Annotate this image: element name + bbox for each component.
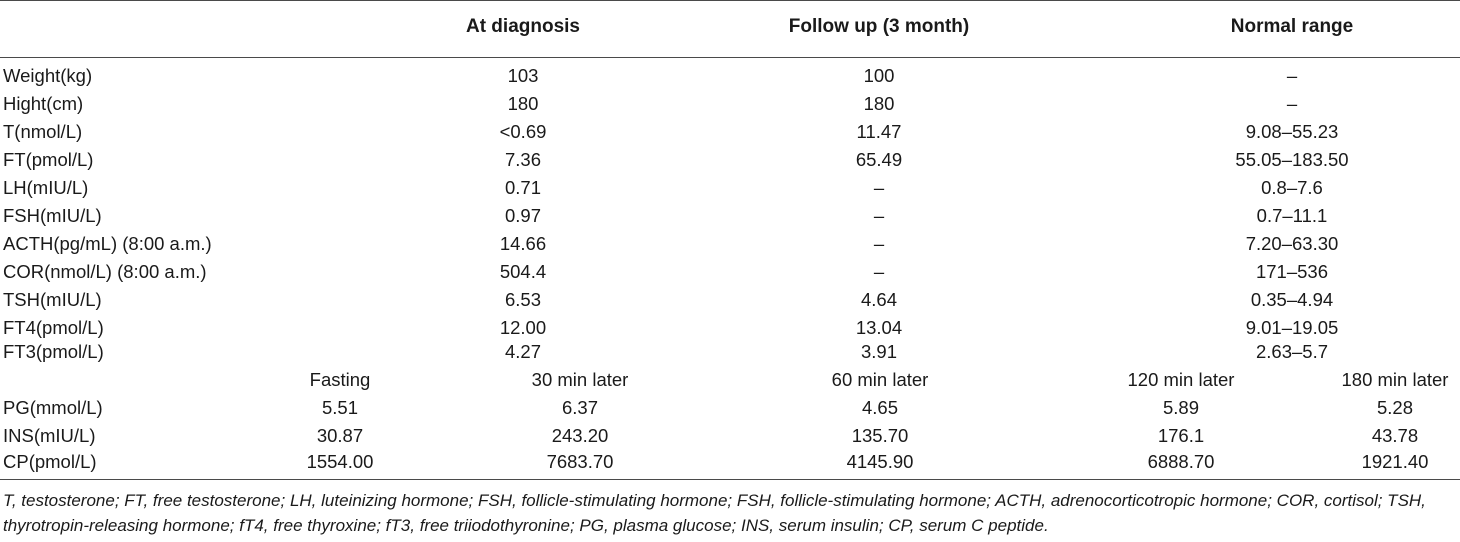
- table-row: COR(nmol/L) (8:00 a.m.) 504.4 – 171–536: [0, 258, 1460, 286]
- table-row: INS(mIU/L) 30.87 243.20 135.70 176.1 43.…: [0, 422, 1460, 450]
- table-row: FT4(pmol/L) 12.00 13.04 9.01–19.05: [0, 314, 1460, 342]
- ogtt-value: 176.1: [1157, 425, 1205, 446]
- follow-up-value: 11.47: [856, 121, 902, 142]
- row-label: LH(mIU/L): [3, 177, 89, 198]
- follow-up-value: 13.04: [855, 317, 903, 338]
- header-at-diagnosis: At diagnosis: [465, 16, 580, 37]
- row-label: T(nmol/L): [3, 121, 83, 142]
- at-diagnosis-value: 7.36: [504, 149, 541, 170]
- ogtt-value: 5.51: [321, 397, 358, 418]
- ogtt-header-120min: 120 min later: [1127, 369, 1235, 390]
- ogtt-value: 30.87: [316, 425, 364, 446]
- at-diagnosis-value: 6.53: [504, 289, 541, 310]
- normal-range-value: 7.20–63.30: [1245, 233, 1339, 254]
- ogtt-value: 7683.70: [546, 451, 614, 472]
- at-diagnosis-value: 504.4: [499, 261, 547, 282]
- follow-up-value: 65.49: [855, 149, 903, 170]
- table-footnote: T, testosterone; FT, free testosterone; …: [3, 491, 1426, 535]
- table-row: FSH(mIU/L) 0.97 – 0.7–11.1: [0, 202, 1460, 230]
- ogtt-value: 4.65: [861, 397, 898, 418]
- ogtt-header-row: Fasting 30 min later 60 min later 120 mi…: [0, 366, 1460, 394]
- ogtt-value: 1554.00: [306, 451, 374, 472]
- at-diagnosis-value: <0.69: [499, 121, 547, 142]
- table-row: T(nmol/L) <0.69 11.47 9.08–55.23: [0, 118, 1460, 146]
- follow-up-value: –: [873, 177, 885, 198]
- ogtt-header-180min: 180 min later: [1341, 369, 1449, 390]
- normal-range-value: 9.08–55.23: [1245, 121, 1339, 142]
- ogtt-header-fasting: Fasting: [309, 369, 371, 390]
- top-rule: [0, 0, 1460, 1]
- row-label: FT(pmol/L): [3, 149, 94, 170]
- normal-range-value: 0.8–7.6: [1261, 177, 1323, 198]
- ogtt-value: 43.78: [1371, 425, 1419, 446]
- follow-up-value: 100: [863, 65, 895, 86]
- normal-range-value: 2.63–5.7: [1255, 341, 1328, 362]
- at-diagnosis-value: 12.00: [499, 317, 547, 338]
- ogtt-value: 6888.70: [1147, 451, 1215, 472]
- at-diagnosis-value: 0.71: [504, 177, 541, 198]
- row-label: INS(mIU/L): [3, 425, 96, 446]
- row-label: TSH(mIU/L): [3, 289, 102, 310]
- normal-range-value: 171–536: [1255, 261, 1329, 282]
- normal-range-value: –: [1286, 65, 1298, 86]
- row-label: Hight(cm): [3, 93, 84, 114]
- row-label: PG(mmol/L): [3, 397, 103, 418]
- table-row: Hight(cm) 180 180 –: [0, 90, 1460, 118]
- row-label: COR(nmol/L) (8:00 a.m.): [3, 261, 207, 282]
- at-diagnosis-value: 0.97: [504, 205, 541, 226]
- table-row: FT(pmol/L) 7.36 65.49 55.05–183.50: [0, 146, 1460, 174]
- ogtt-value: 5.89: [1162, 397, 1199, 418]
- ogtt-value: 6.37: [561, 397, 598, 418]
- at-diagnosis-value: 4.27: [504, 341, 541, 362]
- normal-range-value: 55.05–183.50: [1235, 149, 1349, 170]
- row-label: Weight(kg): [3, 65, 93, 86]
- normal-range-value: 0.7–11.1: [1256, 205, 1328, 226]
- ogtt-header-60min: 60 min later: [831, 369, 929, 390]
- table-row: PG(mmol/L) 5.51 6.37 4.65 5.89 5.28: [0, 394, 1460, 422]
- follow-up-value: –: [873, 233, 885, 254]
- ogtt-value: 135.70: [851, 425, 909, 446]
- table-row: LH(mIU/L) 0.71 – 0.8–7.6: [0, 174, 1460, 202]
- row-label: FT3(pmol/L): [3, 341, 104, 362]
- row-label: FSH(mIU/L): [3, 205, 102, 226]
- table-row: ACTH(pg/mL) (8:00 a.m.) 14.66 – 7.20–63.…: [0, 230, 1460, 258]
- header-follow-up: Follow up (3 month): [788, 16, 970, 37]
- follow-up-value: –: [873, 261, 885, 282]
- row-label: ACTH(pg/mL) (8:00 a.m.): [3, 233, 212, 254]
- bottom-rule: [0, 479, 1460, 480]
- ogtt-value: 4145.90: [846, 451, 914, 472]
- ogtt-value: 5.28: [1376, 397, 1413, 418]
- table-row: Weight(kg) 103 100 –: [0, 62, 1460, 90]
- at-diagnosis-value: 14.66: [499, 233, 547, 254]
- follow-up-value: –: [873, 205, 885, 226]
- normal-range-value: 0.35–4.94: [1250, 289, 1334, 310]
- ogtt-value: 243.20: [551, 425, 609, 446]
- ogtt-value: 1921.40: [1361, 451, 1429, 472]
- row-label: FT4(pmol/L): [3, 317, 104, 338]
- table-row: TSH(mIU/L) 6.53 4.64 0.35–4.94: [0, 286, 1460, 314]
- follow-up-value: 3.91: [860, 341, 897, 362]
- header-normal-range: Normal range: [1230, 16, 1354, 37]
- follow-up-value: 4.64: [860, 289, 897, 310]
- table-row: FT3(pmol/L) 4.27 3.91 2.63–5.7: [0, 338, 1460, 366]
- normal-range-value: –: [1286, 93, 1298, 114]
- at-diagnosis-value: 180: [507, 93, 539, 114]
- table-row: CP(pmol/L) 1554.00 7683.70 4145.90 6888.…: [0, 448, 1460, 476]
- header-rule: [0, 57, 1460, 58]
- normal-range-value: 9.01–19.05: [1245, 317, 1339, 338]
- row-label: CP(pmol/L): [3, 451, 97, 472]
- follow-up-value: 180: [863, 93, 895, 114]
- at-diagnosis-value: 103: [507, 65, 539, 86]
- ogtt-header-30min: 30 min later: [531, 369, 629, 390]
